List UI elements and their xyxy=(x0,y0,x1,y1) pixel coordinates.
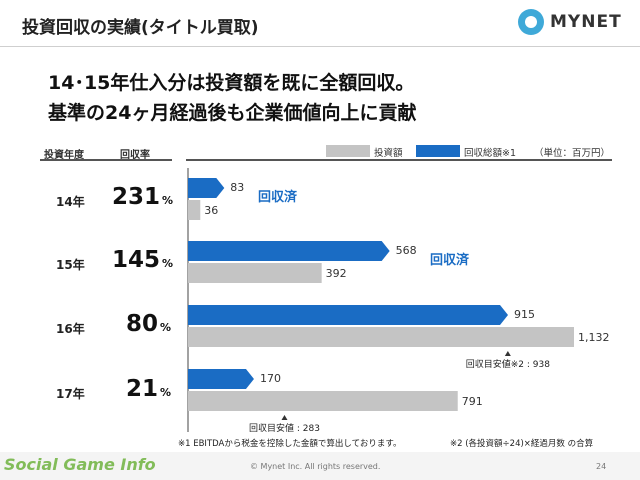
recovered-annotation-1: 回収済 xyxy=(430,252,470,268)
recovery-rate-17: 21% xyxy=(126,376,171,402)
footnote-1: ※1 EBITDAから税金を控除した金額で算出しております。 xyxy=(178,439,402,449)
year-label-15: 15年 xyxy=(56,258,85,272)
recovered-value-label-15年: 568 xyxy=(396,244,417,257)
watermark: Social Game Info xyxy=(4,455,156,474)
logo-text: MYNET xyxy=(550,12,622,32)
invest-value-label-15年: 392 xyxy=(326,267,347,280)
header: 投資回収の実績(タイトル買取) MYNET xyxy=(0,0,640,46)
footer xyxy=(0,452,640,480)
logo-circle-icon xyxy=(518,9,544,35)
target-label-2: 回収目安値※2 : 938 xyxy=(466,358,550,370)
column-header-rule-right xyxy=(186,159,612,161)
recovered-bar-14年 xyxy=(188,178,225,198)
page-title: 投資回収の実績(タイトル買取) xyxy=(22,18,259,38)
invest-bar-14年 xyxy=(188,200,201,220)
rate-percent: % xyxy=(162,194,174,207)
column-header-year: 投資年度 xyxy=(44,150,84,161)
rate-value: 231 xyxy=(112,184,161,210)
year-label-16: 16年 xyxy=(56,322,85,336)
target-marker-3 xyxy=(281,415,288,420)
column-header-rule-left xyxy=(40,159,172,161)
legend-unit: （単位：百万円） xyxy=(534,148,611,159)
target-marker-2 xyxy=(504,351,511,356)
rate-value: 21 xyxy=(126,376,159,402)
invest-bar-17年 xyxy=(188,391,458,411)
rate-value: 80 xyxy=(126,311,159,337)
year-label-14: 14年 xyxy=(56,195,85,209)
column-header-rate: 回収率 xyxy=(120,150,150,161)
copyright: © Mynet Inc. All rights reserved. xyxy=(250,462,381,471)
recovery-rate-15: 145% xyxy=(112,247,173,273)
invest-value-label-16年: 1,132 xyxy=(578,331,610,344)
invest-value-label-14年: 36 xyxy=(204,204,218,217)
recovered-value-label-17年: 170 xyxy=(260,372,281,385)
recovered-bar-15年 xyxy=(188,241,390,261)
headline-line-1: 14･15年仕入分は投資額を既に全額回収。 xyxy=(48,72,415,94)
rate-percent: % xyxy=(160,386,172,399)
recovered-bar-17年 xyxy=(188,369,254,389)
invest-bar-15年 xyxy=(188,263,322,283)
year-label-17: 17年 xyxy=(56,387,85,401)
target-label-3: 回収目安値 : 283 xyxy=(249,422,320,434)
headline-line-2: 基準の24ヶ月経過後も企業価値向上に貢献 xyxy=(48,102,417,124)
footnote-2: ※2 (各投資額÷24)×経過月数 の合算 xyxy=(450,439,594,449)
invest-value-label-17年: 791 xyxy=(462,395,483,408)
legend-label-invest: 投資額 xyxy=(374,148,403,159)
mynet-logo: MYNET xyxy=(518,9,630,37)
recovery-rate-14: 231% xyxy=(112,184,173,210)
recovery-rate-16: 80% xyxy=(126,311,171,337)
recovered-annotation-0: 回収済 xyxy=(258,189,298,205)
legend-swatch-invest xyxy=(326,145,370,157)
invest-bar-16年 xyxy=(188,327,574,347)
rate-value: 145 xyxy=(112,247,161,273)
recovered-bar-16年 xyxy=(188,305,509,325)
rate-percent: % xyxy=(162,257,174,270)
legend-label-recovered: 回収総額※1 xyxy=(464,148,517,159)
legend-swatch-recovered xyxy=(416,145,460,157)
recovered-value-label-14年: 83 xyxy=(230,181,244,194)
rate-percent: % xyxy=(160,321,172,334)
recovered-value-label-16年: 915 xyxy=(514,308,535,321)
header-divider xyxy=(0,46,640,47)
page-number: 24 xyxy=(596,462,607,471)
